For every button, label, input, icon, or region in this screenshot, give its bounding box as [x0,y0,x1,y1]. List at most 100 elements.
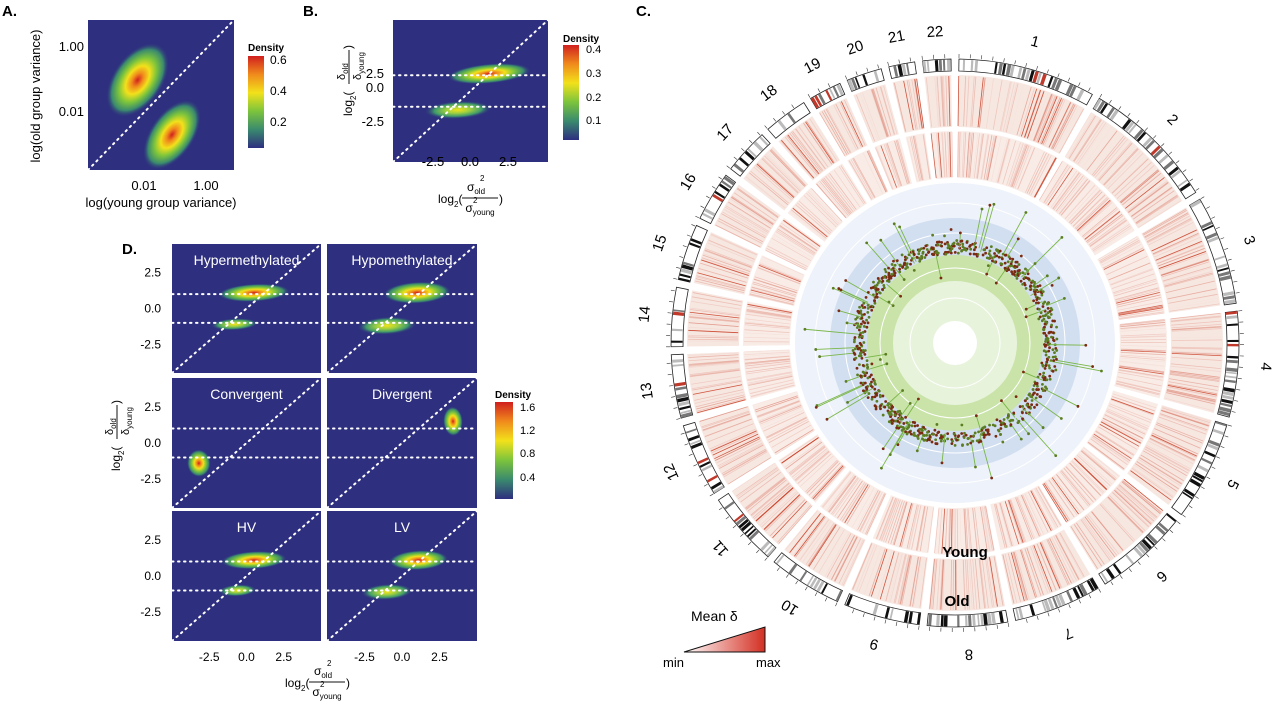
young-delta-line [753,278,797,294]
young-delta-line [1118,304,1163,314]
old-delta-line [701,259,750,276]
scatter-point [891,405,895,409]
ideogram-band [1208,439,1220,447]
old-delta-line [879,551,895,600]
old-delta-line [1002,82,1015,132]
ideogram-tick [1182,514,1186,518]
ideogram-band [846,594,853,606]
old-delta-line [1059,108,1084,153]
young-delta-line [746,308,792,317]
young-delta-line [1076,455,1111,487]
old-delta-line [909,556,919,607]
ideogram-tick [1137,561,1141,565]
ideogram-tick [1088,594,1092,599]
scatter-point [922,246,926,250]
young-delta-line [776,229,815,255]
old-delta-line [765,495,802,532]
panel-b-xtick-2: 0.0 [461,154,479,169]
ideogram-tick [824,597,828,602]
ideogram-tick [1236,389,1241,391]
scatter-point [915,449,919,453]
scatter-point [1019,254,1023,258]
facet-lv-density-peak-1 [388,550,449,571]
scatter-point [867,392,871,395]
young-delta-line [1114,282,1158,297]
young-delta-line [747,372,792,382]
young-delta-line [1055,474,1084,511]
young-delta-line [914,135,924,181]
young-delta-line [1059,178,1089,215]
old-delta-line [1114,161,1152,197]
scatter-point [1048,374,1052,378]
ideogram-band [1222,291,1235,297]
young-track-chr12 [752,391,816,456]
old-delta-line [737,187,779,218]
young-delta-line [937,132,942,178]
young-delta-line [1007,142,1023,186]
young-delta-line [749,379,794,391]
old-delta-line [1059,108,1085,154]
young-delta-line [961,132,965,178]
scatter-point [931,233,935,237]
ideogram-band [1179,182,1191,192]
young-delta-line [1093,433,1132,460]
young-delta-line [746,311,791,319]
scatter-point [926,430,929,434]
old-delta-line [1135,463,1178,492]
chromosome-label-6: 6 [1153,567,1171,585]
old-delta-line [913,79,923,129]
scatter-spoke [969,435,976,468]
young-delta-line [862,492,883,533]
scatter-point [853,336,857,339]
ideogram-band [738,518,749,529]
ideogram-band [682,261,694,267]
svg-text:σold: σold [467,180,485,196]
old-delta-line [1036,95,1056,143]
young-delta-line [1119,367,1164,375]
facet-hypomethylated-density-peak-2 [357,316,417,335]
old-delta-line [978,558,986,609]
young-delta-line [1008,499,1025,543]
ring-label-old: Old [945,593,970,610]
ideogram-band [1105,568,1115,580]
old-delta-line [688,322,739,327]
ideogram-tick [688,453,693,456]
old-track-chr16 [714,184,781,249]
scatter-point [858,346,861,350]
scatter-point [1053,351,1056,354]
young-delta-line [745,318,791,325]
ideogram-chr18 [767,102,811,139]
scatter-point [993,252,996,255]
old-delta-line [1161,410,1209,427]
old-delta-line [1112,492,1149,528]
scatter-point [960,432,964,435]
young-delta-line [1120,356,1166,361]
scatter-point [949,251,953,255]
ideogram-tick [757,131,761,136]
old-delta-line [883,85,898,135]
svg-text:δyoung: δyoung [120,407,134,435]
young-delta-line [1056,474,1085,511]
old-delta-line [1154,428,1201,449]
young-delta-line [1118,307,1164,316]
old-delta-line [1155,241,1203,262]
ideogram-band [777,119,787,131]
young-delta-line [818,181,848,217]
young-delta-line [1106,411,1148,431]
young-delta-line [758,264,801,283]
young-delta-line [899,503,913,547]
ideogram-tick [866,67,869,72]
scatter-point [986,430,990,434]
young-delta-line [1111,273,1155,289]
scatter-point [903,258,907,262]
scatter-point [902,427,906,431]
ideogram-band [1227,339,1239,342]
ideogram-band [1201,221,1213,229]
old-delta-line [755,487,794,522]
ideogram-band [1226,323,1238,327]
old-delta-line [821,111,848,155]
ideogram-band [677,396,689,403]
old-track-chr13 [687,351,747,414]
scatter-point [1059,417,1063,420]
ideogram-band [1158,154,1169,164]
